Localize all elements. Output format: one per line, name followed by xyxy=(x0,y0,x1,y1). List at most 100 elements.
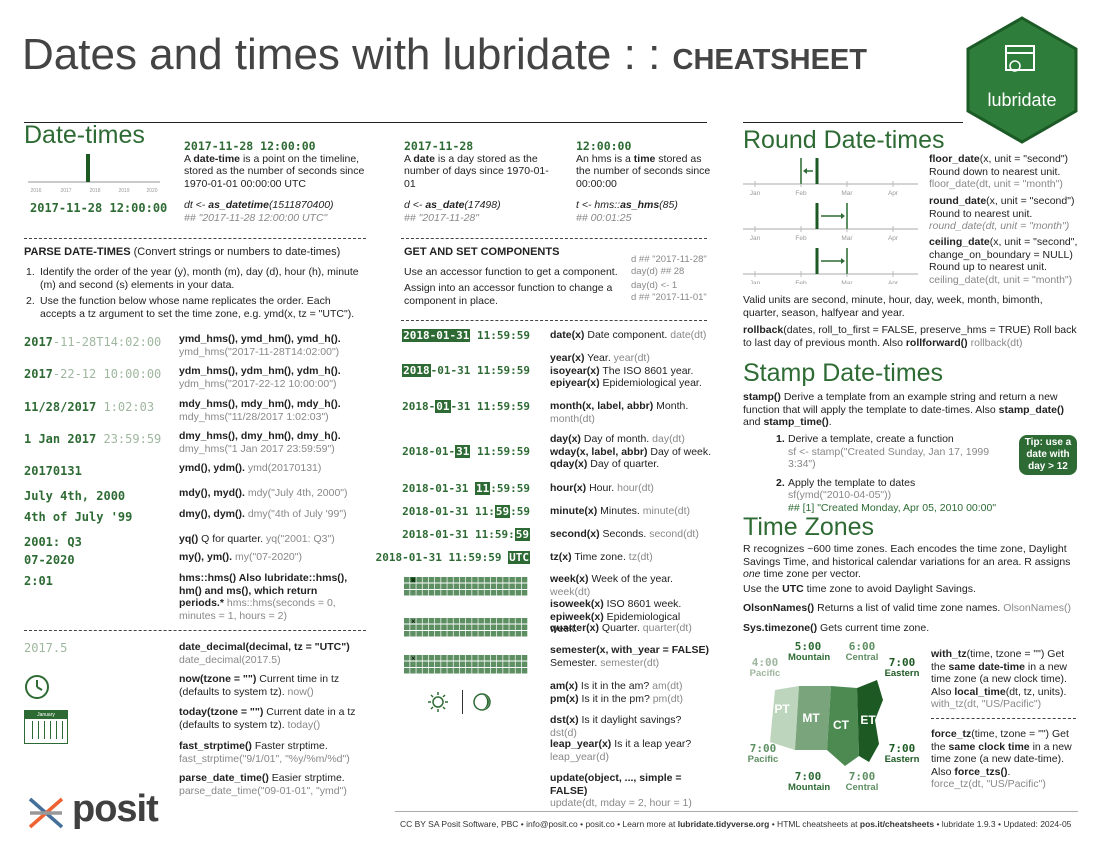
parse-fn-5: mdy(), myd(). mdy("July 4th, 2000") xyxy=(179,487,348,499)
grid-cell xyxy=(410,624,416,630)
floor-date-fn: floor_date(x, unit = "second") Round dow… xyxy=(929,153,1069,190)
calendar-month-label: January xyxy=(25,711,67,719)
grid-cell xyxy=(435,655,441,661)
map-top-label-0: 4:00 Pacific xyxy=(749,656,781,679)
html-cheatsheets-link[interactable]: pos.it/cheatsheets xyxy=(859,819,935,829)
grid-cell xyxy=(441,618,447,624)
grid-cell xyxy=(435,631,441,637)
grid-cell xyxy=(428,624,435,630)
grid-cell xyxy=(515,655,522,661)
grid-cell xyxy=(422,668,429,674)
grid-cell xyxy=(497,583,503,589)
grid-cell xyxy=(453,583,460,589)
timeline-label-2018: 2018 xyxy=(89,188,100,194)
map-zone-mt: MT xyxy=(802,711,820,725)
grid-cell xyxy=(453,618,460,624)
grid-cell xyxy=(466,668,472,674)
grid-cell xyxy=(410,661,416,667)
round-axis-label: Mar xyxy=(841,280,853,284)
grid-cell xyxy=(509,668,515,674)
grid-cell xyxy=(416,631,422,637)
grid-cell xyxy=(472,655,478,661)
grid-cell xyxy=(503,661,509,667)
grid-cell xyxy=(521,583,528,589)
grid-cell xyxy=(490,618,497,624)
getset-fn-3: day(x) Day of month. day(dt) wday(x, labe… xyxy=(550,433,712,470)
grid-cell xyxy=(478,583,484,589)
grid-cell xyxy=(503,655,509,661)
grid-cell xyxy=(416,668,422,674)
semester-fn: semester(x, with_year = FALSE) Semester. … xyxy=(550,644,710,669)
force-tz-fn: force_tz(time, tzone = "") Get the same … xyxy=(931,728,1072,790)
grid-cell xyxy=(503,590,509,596)
parse-fn-0: ymd_hms(), ymd_hm(), ymd_h(). ymd_hms("2… xyxy=(179,333,341,358)
grid-cell xyxy=(484,661,491,667)
grid-cell xyxy=(447,577,453,583)
grid-cell xyxy=(484,590,491,596)
grid-cell xyxy=(428,583,435,589)
grid-cell xyxy=(484,577,491,583)
grid-cell xyxy=(428,618,435,624)
grid-cell xyxy=(435,624,441,630)
grid-cell xyxy=(509,661,515,667)
grid-cell xyxy=(466,583,472,589)
grid-cell xyxy=(441,655,447,661)
parse-example-1: 2017-22-12 10:00:00 xyxy=(24,367,162,381)
grid-cell xyxy=(490,624,497,630)
grid-cell xyxy=(521,668,528,674)
round-axis-label: Jan xyxy=(750,235,761,242)
grid-cell xyxy=(435,618,441,624)
grid-cell xyxy=(404,583,410,589)
grid-cell xyxy=(484,655,491,661)
grid-cell xyxy=(466,577,472,583)
grid-cell xyxy=(515,631,522,637)
logo-text: lubridate xyxy=(987,90,1056,110)
grid-cell xyxy=(509,655,515,661)
grid-cell xyxy=(521,618,528,624)
round-arrow-head xyxy=(841,258,845,264)
getset-divider xyxy=(401,238,707,239)
grid-cell xyxy=(459,655,466,661)
olson-names-fn: OlsonNames() Returns a list of valid tim… xyxy=(743,602,1071,614)
datetime-head: 2017-11-28 12:00:00 xyxy=(184,139,316,153)
grid-cell xyxy=(422,631,429,637)
grid-cell xyxy=(410,577,416,583)
fast-strptime-fn: fast_strptime() Faster strptime. fast_str… xyxy=(179,740,350,765)
grid-cell xyxy=(472,624,478,630)
grid-cell xyxy=(404,577,410,583)
map-bottom-label-3: 7:00 Eastern xyxy=(884,742,920,765)
grid-cell xyxy=(422,624,429,630)
grid-cell xyxy=(478,618,484,624)
round-source-mark xyxy=(815,203,819,229)
grid-cell xyxy=(497,618,503,624)
datetime-value: 2017-11-28 12:00:00 xyxy=(30,201,168,215)
grid-cell xyxy=(521,631,528,637)
timeline-graphic: 2016 2017 2018 2019 2020 xyxy=(28,154,160,194)
grid-cell xyxy=(466,590,472,596)
parse-example-5: July 4th, 2000 xyxy=(24,489,126,503)
grid-cell xyxy=(466,655,472,661)
grid-cell xyxy=(490,668,497,674)
posit-logo-icon xyxy=(28,797,64,829)
grid-cell xyxy=(503,583,509,589)
grid-cell xyxy=(521,661,528,667)
grid-cell xyxy=(441,661,447,667)
learn-more-link[interactable]: lubridate.tidyverse.org xyxy=(677,819,770,829)
grid-cell xyxy=(453,631,460,637)
grid-cell xyxy=(509,618,515,624)
datetime-desc: 2017-11-28 12:00:00 A date-time is a poi… xyxy=(184,140,369,224)
getset-example-4: 2018-01-31 11:59:59 xyxy=(402,482,530,495)
grid-cell xyxy=(404,655,410,661)
getset-example-5: 2018-01-31 11:59:59 xyxy=(402,505,530,518)
grid-cell xyxy=(410,631,416,637)
getset-example-2: 2018-01-31 11:59:59 xyxy=(402,400,530,413)
grid-cell xyxy=(497,590,503,596)
round-axis-label: Mar xyxy=(841,190,853,197)
round-diagrams: Jan Feb Mar Apr Jan Feb Mar Apr Jan Feb Mar Apr xyxy=(743,158,918,284)
round-target-mark xyxy=(800,158,802,184)
grid-cell xyxy=(435,661,441,667)
round-rule xyxy=(743,122,963,123)
clock-icon xyxy=(25,675,49,699)
map-top-label-2: 6:00 Central xyxy=(845,640,879,663)
grid-cell xyxy=(428,590,435,596)
